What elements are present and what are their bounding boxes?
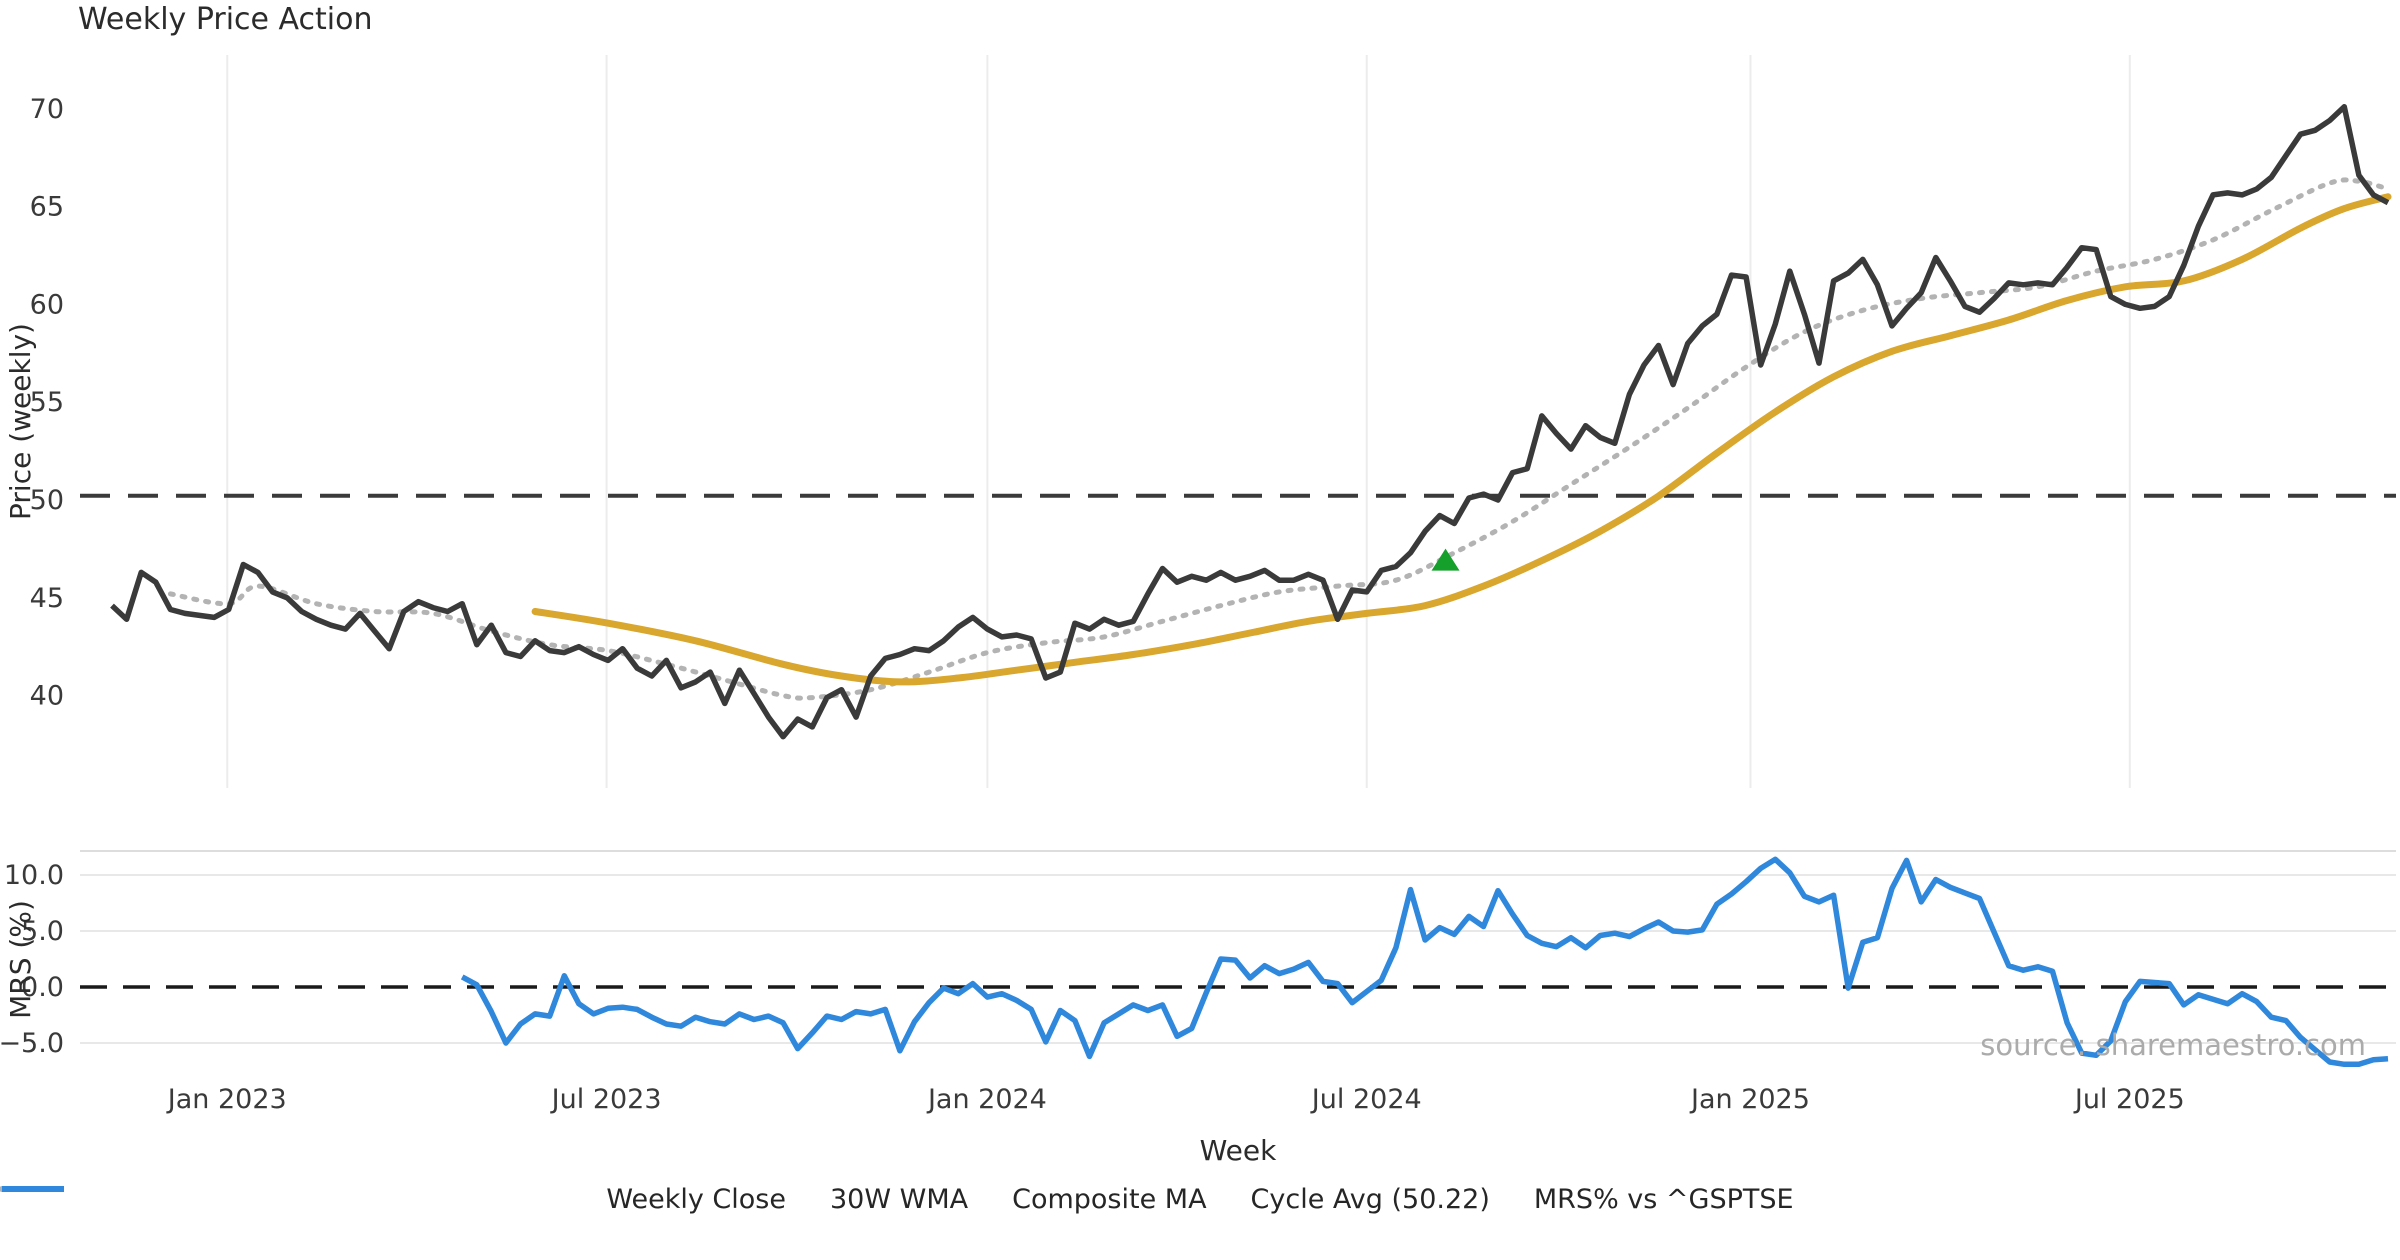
- composite-ma-line: [167, 177, 2391, 701]
- svg-text:55: 55: [30, 387, 64, 418]
- mrs-line: [460, 856, 2389, 1068]
- svg-text:Jul 2023: Jul 2023: [550, 1084, 662, 1115]
- gridlines: [80, 55, 2396, 1044]
- svg-text:−5.0: −5.0: [0, 1028, 64, 1059]
- axis-tick-labels: 70 65 60 55 50 45 40 10.0 5.0 0.0 −5.0 Jan 2023 Jul …: [0, 94, 2185, 1115]
- chart-title: Weekly Price Action: [78, 2, 373, 37]
- buy-signal-triangle-icon: [1431, 548, 1460, 571]
- svg-text:0.0: 0.0: [21, 972, 64, 1003]
- svg-text:65: 65: [30, 192, 64, 223]
- legend-item-cycle-avg-50-22: Cycle Avg (50.22): [2, 1184, 1490, 1215]
- chart-legend: Weekly Close 30W WMA Composite MA Cycle Avg…: [0, 1184, 2400, 1215]
- legend-item-composite-ma: Composite MA: [0, 1184, 1207, 1215]
- svg-text:50: 50: [30, 485, 64, 516]
- legend-item-mrs-vs-gsptse: MRS% vs ^GSPTSE: [2, 1184, 1794, 1215]
- legend-label: Weekly Close: [606, 1184, 786, 1215]
- svg-text:40: 40: [30, 681, 64, 712]
- legend-item-30w-wma: 30W WMA: [2, 1184, 969, 1215]
- source-note: source: sharemaestro.com: [1980, 1028, 2366, 1062]
- svg-text:10.0: 10.0: [4, 860, 64, 891]
- svg-text:60: 60: [30, 289, 64, 320]
- svg-text:Jan 2023: Jan 2023: [166, 1084, 287, 1115]
- svg-text:MRS (%): MRS (%): [4, 900, 37, 1019]
- weekly-close-line: [110, 104, 2390, 740]
- axis-titles: Week Price (weekly) MRS (%): [4, 323, 1277, 1167]
- svg-text:Jul 2025: Jul 2025: [2073, 1084, 2185, 1115]
- legend-label: Composite MA: [1012, 1184, 1207, 1215]
- svg-text:Jul 2024: Jul 2024: [1310, 1084, 1422, 1115]
- legend-item-weekly-close: Weekly Close: [2, 1184, 786, 1215]
- svg-text:70: 70: [30, 94, 64, 125]
- legend-label: MRS% vs ^GSPTSE: [1533, 1184, 1794, 1215]
- svg-text:Price (weekly): Price (weekly): [4, 323, 37, 520]
- svg-text:Week: Week: [1200, 1134, 1277, 1167]
- legend-label: Cycle Avg (50.22): [1250, 1184, 1490, 1215]
- svg-text:Jan 2025: Jan 2025: [1689, 1084, 1810, 1115]
- svg-text:Jan 2024: Jan 2024: [926, 1084, 1047, 1115]
- legend-swatch-icon: [2, 1186, 64, 1192]
- wma-30w-line: [531, 193, 2392, 686]
- legend-label: 30W WMA: [829, 1184, 969, 1215]
- svg-text:45: 45: [30, 583, 64, 614]
- svg-text:5.0: 5.0: [21, 916, 64, 947]
